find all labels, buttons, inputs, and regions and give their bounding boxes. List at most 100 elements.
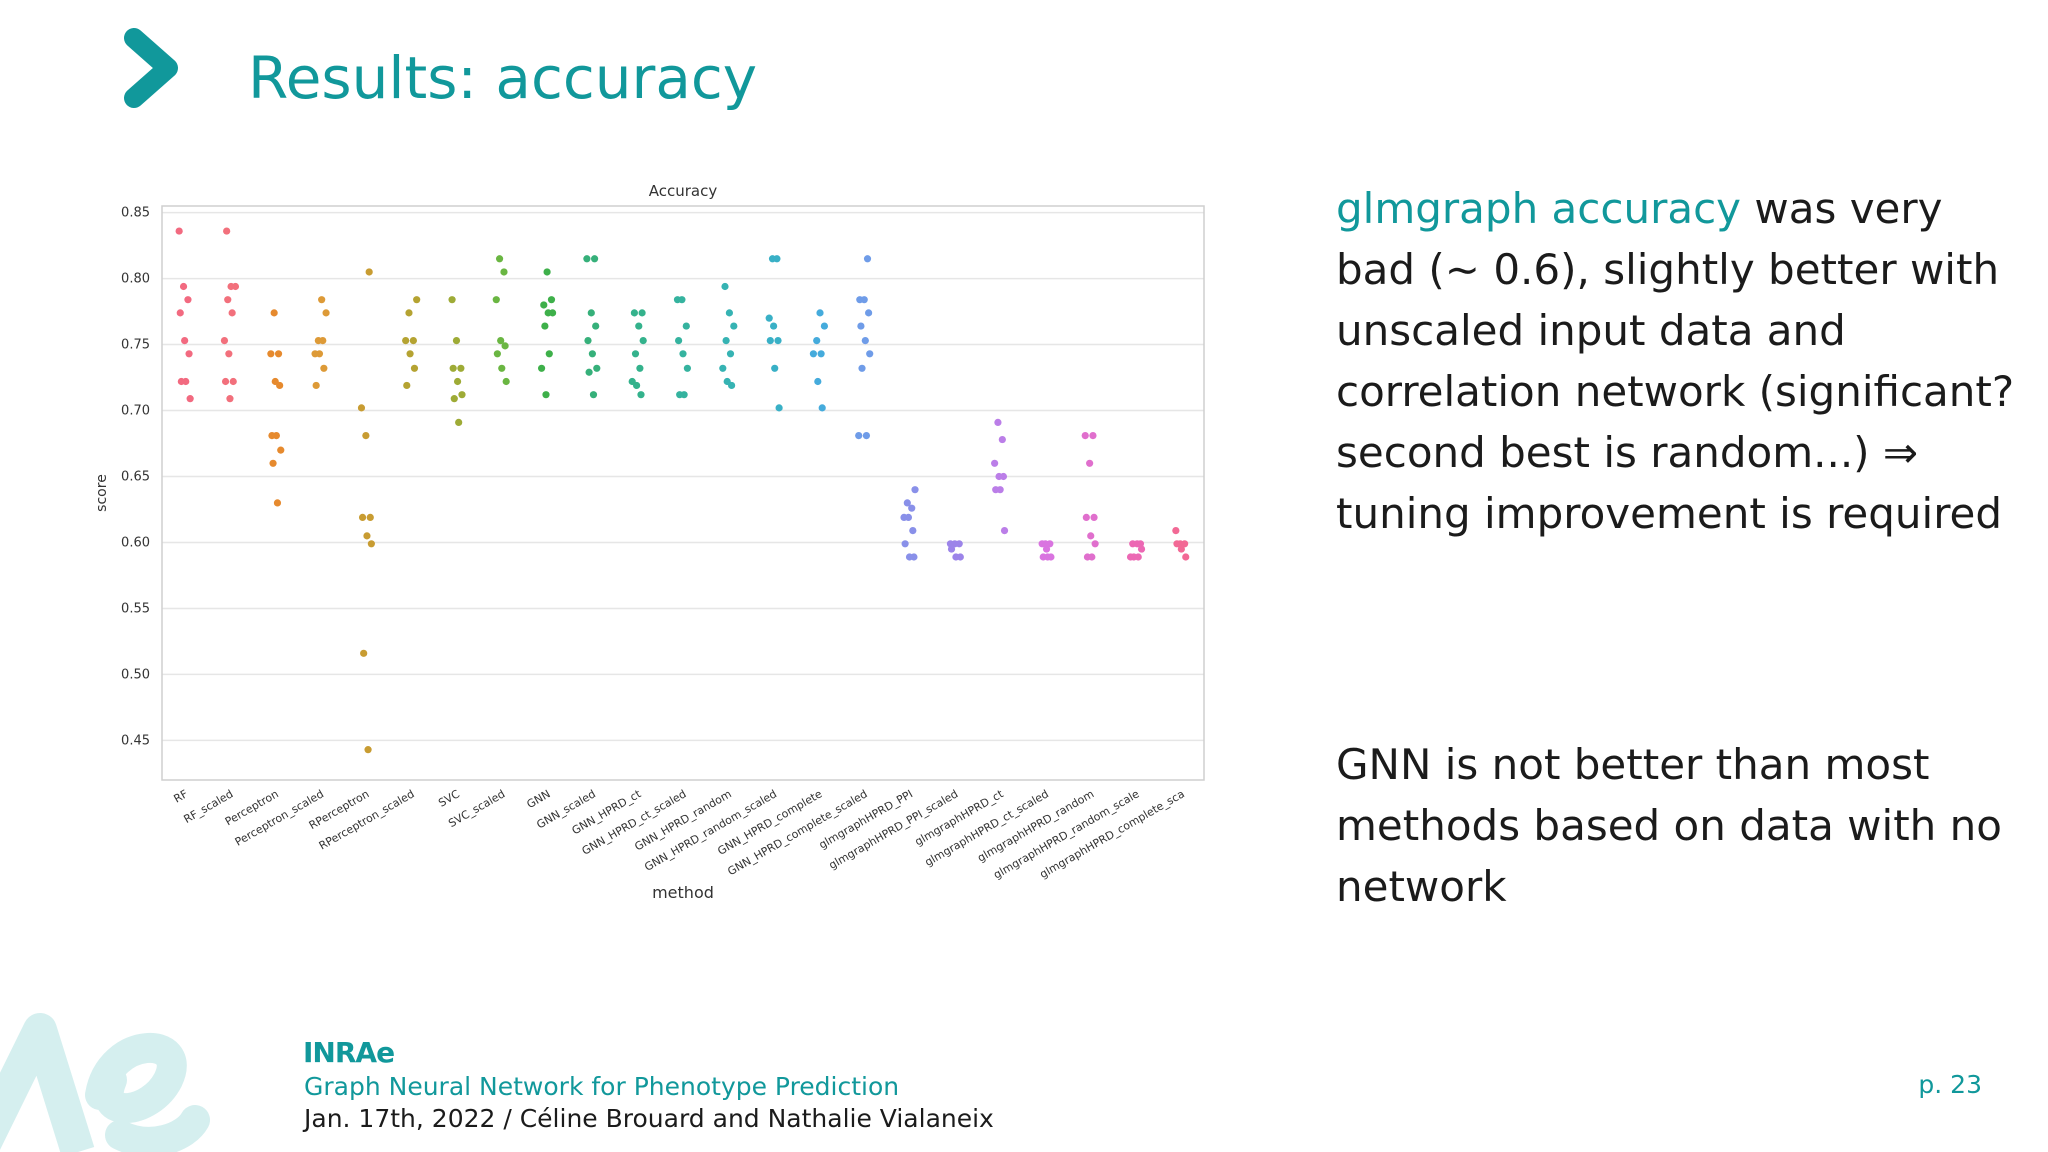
x-tick-label: RF bbox=[172, 787, 191, 805]
y-tick-label: 0.45 bbox=[121, 733, 150, 748]
data-point bbox=[458, 391, 466, 399]
data-point bbox=[181, 336, 189, 345]
data-point bbox=[269, 459, 277, 467]
data-point bbox=[679, 350, 687, 358]
data-point bbox=[588, 350, 596, 358]
data-point bbox=[360, 649, 368, 657]
data-point bbox=[547, 296, 556, 304]
data-point bbox=[548, 309, 557, 317]
data-point bbox=[766, 336, 774, 345]
data-point bbox=[585, 368, 593, 376]
data-point bbox=[225, 350, 233, 358]
data-point bbox=[270, 309, 278, 317]
data-point bbox=[405, 309, 413, 317]
data-point bbox=[502, 377, 510, 386]
data-point bbox=[277, 446, 285, 454]
data-point bbox=[858, 364, 866, 372]
data-point bbox=[1126, 553, 1135, 561]
data-point bbox=[863, 255, 872, 263]
data-point bbox=[903, 499, 911, 507]
data-point bbox=[540, 301, 548, 309]
data-point bbox=[186, 395, 194, 403]
data-point bbox=[683, 364, 692, 372]
data-point bbox=[1086, 459, 1094, 467]
data-point bbox=[911, 486, 919, 494]
data-point bbox=[682, 322, 690, 330]
data-point bbox=[947, 545, 956, 553]
data-point bbox=[809, 350, 818, 358]
data-point bbox=[185, 350, 193, 358]
y-axis-label: score bbox=[94, 474, 110, 512]
data-point bbox=[765, 314, 773, 322]
data-point bbox=[592, 322, 600, 330]
data-point bbox=[363, 532, 371, 540]
data-point bbox=[908, 504, 916, 512]
data-point bbox=[1172, 527, 1180, 535]
data-point bbox=[956, 553, 964, 561]
data-point bbox=[814, 377, 822, 386]
data-point bbox=[1089, 432, 1097, 440]
data-point bbox=[721, 282, 729, 291]
glmgraph-highlight: glmgraph accuracy bbox=[1336, 184, 1742, 233]
chart-title: Accuracy bbox=[649, 182, 718, 200]
data-point bbox=[224, 296, 232, 304]
data-point bbox=[631, 350, 640, 358]
data-point bbox=[545, 350, 553, 358]
data-point bbox=[320, 364, 328, 372]
data-point bbox=[501, 342, 509, 350]
data-point bbox=[860, 296, 868, 304]
inrae-logo: INRAe bbox=[303, 1036, 395, 1069]
y-tick-label: 0.80 bbox=[121, 272, 150, 287]
x-axis-label: method bbox=[652, 883, 714, 902]
data-point bbox=[410, 364, 419, 372]
glmgraph-comment: glmgraph accuracy was very bad (∼ 0.6), … bbox=[1336, 178, 2016, 544]
data-point bbox=[274, 350, 283, 358]
data-point bbox=[228, 309, 236, 317]
data-point bbox=[448, 296, 456, 304]
data-point bbox=[999, 472, 1008, 481]
data-point bbox=[495, 255, 504, 263]
data-point bbox=[272, 432, 280, 440]
y-tick-label: 0.75 bbox=[121, 338, 150, 353]
data-point bbox=[1081, 432, 1089, 440]
data-point bbox=[413, 296, 421, 304]
y-tick-label: 0.55 bbox=[121, 601, 150, 616]
data-point bbox=[449, 364, 457, 372]
data-point bbox=[403, 381, 411, 390]
data-point bbox=[994, 418, 1002, 427]
data-point bbox=[365, 268, 373, 276]
data-point bbox=[635, 322, 643, 330]
page-number: p. 23 bbox=[1918, 1070, 1982, 1099]
data-point bbox=[1181, 540, 1189, 548]
data-point bbox=[358, 513, 367, 522]
data-point bbox=[639, 336, 647, 345]
data-point bbox=[816, 309, 824, 317]
data-point bbox=[455, 418, 463, 427]
data-point bbox=[1177, 545, 1185, 553]
data-point bbox=[638, 309, 646, 317]
data-point bbox=[1087, 532, 1095, 540]
x-tick-label: SVC bbox=[436, 787, 462, 810]
data-point bbox=[1134, 553, 1142, 561]
data-point bbox=[312, 381, 320, 390]
data-point bbox=[1173, 540, 1181, 548]
data-point bbox=[730, 322, 738, 330]
data-point bbox=[861, 336, 869, 345]
data-point bbox=[1137, 545, 1146, 553]
data-point bbox=[630, 309, 638, 317]
data-point bbox=[1042, 545, 1051, 553]
data-point bbox=[1091, 540, 1099, 548]
data-point bbox=[409, 336, 417, 345]
data-point bbox=[1088, 553, 1096, 561]
y-tick-label: 0.50 bbox=[121, 667, 150, 682]
data-point bbox=[315, 350, 324, 358]
data-point bbox=[221, 377, 230, 386]
data-point bbox=[866, 350, 874, 358]
data-point bbox=[498, 364, 506, 372]
data-point bbox=[493, 350, 501, 358]
data-point bbox=[179, 282, 188, 291]
data-point bbox=[1038, 540, 1046, 548]
data-point bbox=[273, 499, 282, 507]
data-point bbox=[813, 336, 821, 345]
data-point bbox=[909, 527, 917, 535]
